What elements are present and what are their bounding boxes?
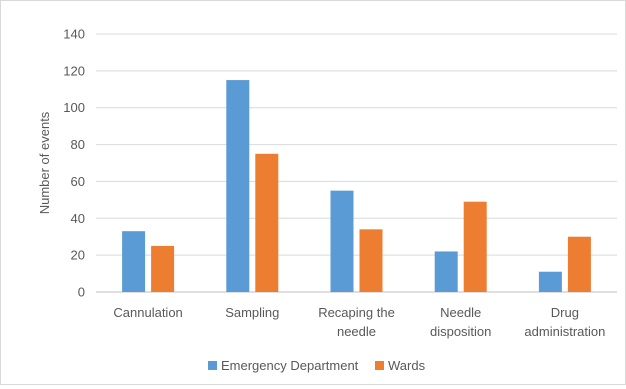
y-axis-ticks: 0 20 40 60 80 100 120 140 (63, 27, 85, 300)
bar-emergency-department-4 (538, 271, 562, 292)
legend-swatch (375, 361, 384, 370)
legend-label: Wards (388, 358, 426, 373)
bar-wards-3 (463, 201, 487, 292)
y-tick-label: 40 (71, 211, 85, 226)
bar-wards-4 (567, 236, 591, 292)
x-category-label: needle (337, 324, 376, 339)
x-category-label: administration (524, 324, 605, 339)
bar-emergency-department-2 (330, 190, 354, 292)
y-tick-label: 120 (63, 63, 85, 78)
bar-wards-1 (255, 153, 279, 292)
x-category-label: Recaping the (318, 305, 395, 320)
y-tick-label: 80 (71, 137, 85, 152)
bar-emergency-department-1 (226, 80, 250, 292)
bars (122, 80, 591, 292)
gridlines (96, 33, 617, 293)
y-tick-label: 0 (78, 285, 85, 300)
x-category-label: Needle (440, 305, 481, 320)
legend: Emergency Department Wards (208, 358, 426, 373)
y-axis-title: Number of events (37, 111, 52, 214)
legend-label: Emergency Department (221, 358, 359, 373)
y-tick-label: 20 (71, 248, 85, 263)
x-category-label: Sampling (225, 305, 279, 320)
y-tick-label: 100 (63, 100, 85, 115)
x-axis-labels: Cannulation Sampling Recaping the needle Nee… (113, 305, 605, 339)
y-tick-label: 60 (71, 174, 85, 189)
x-category-label: disposition (430, 324, 491, 339)
bar-wards-0 (151, 245, 175, 292)
bar-wards-2 (359, 229, 383, 292)
legend-swatch (208, 361, 217, 370)
y-tick-label: 140 (63, 27, 85, 42)
bar-emergency-department-0 (122, 231, 146, 292)
x-category-label: Cannulation (113, 305, 182, 320)
bar-emergency-department-3 (434, 251, 458, 292)
x-category-label: Drug (551, 305, 579, 320)
